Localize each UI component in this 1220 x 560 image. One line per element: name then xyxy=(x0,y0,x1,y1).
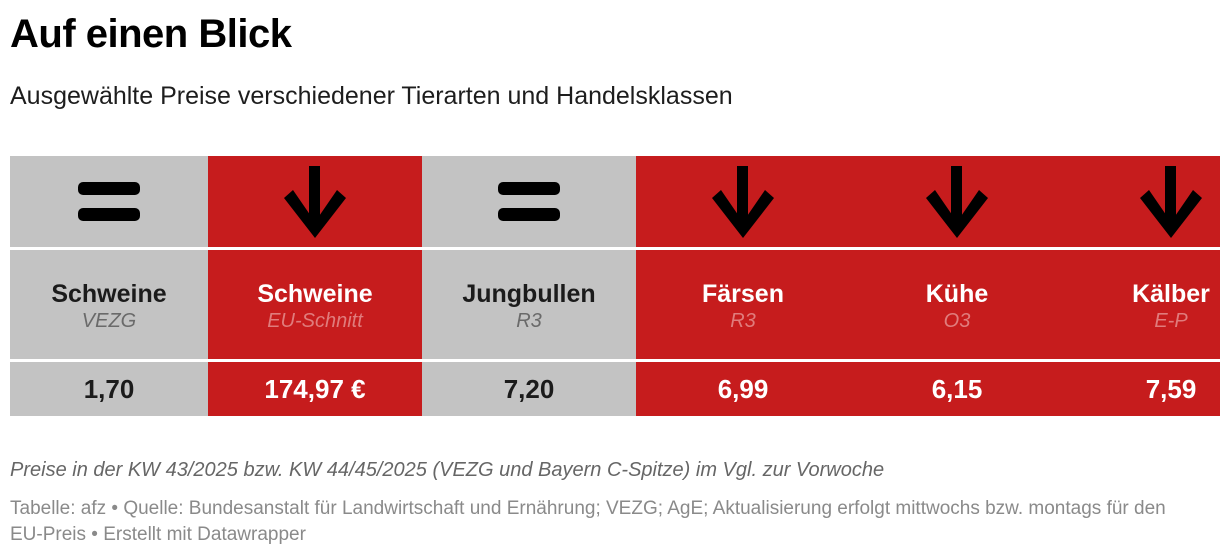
price-cell: 1,70 xyxy=(10,362,208,416)
arrow-down-icon xyxy=(926,165,988,238)
row-divider xyxy=(1064,247,1220,250)
price-value: 6,99 xyxy=(717,373,769,404)
trade-class: O3 xyxy=(943,309,971,332)
table-column-1: Schweine VEZG 1,70 xyxy=(10,156,208,416)
animal-name: Schweine xyxy=(257,279,373,308)
equals-icon xyxy=(78,181,140,222)
trade-class: R3 xyxy=(730,309,756,332)
trade-class: E-P xyxy=(1154,309,1188,332)
row-divider xyxy=(636,359,850,362)
table-source: Tabelle: afz • Quelle: Bundesanstalt für… xyxy=(10,498,1166,545)
table-footnote: Preise in der KW 43/2025 bzw. KW 44/45/2… xyxy=(10,459,885,481)
price-value: 7,59 xyxy=(1145,373,1197,404)
price-value: 7,20 xyxy=(503,373,555,404)
row-divider xyxy=(10,359,208,362)
arrow-down-icon xyxy=(1140,165,1202,238)
row-divider xyxy=(636,247,850,250)
trend-cell xyxy=(10,156,208,247)
row-divider xyxy=(422,359,636,362)
label-cell: Kälber E-P xyxy=(1064,250,1220,359)
row-divider xyxy=(422,247,636,250)
trend-cell xyxy=(1064,156,1220,247)
row-divider xyxy=(10,247,208,250)
label-cell: Schweine EU-Schnitt xyxy=(208,250,422,359)
animal-name: Kühe xyxy=(925,279,989,308)
price-cell: 6,99 xyxy=(636,362,850,416)
trend-cell xyxy=(850,156,1064,247)
label-cell: Jungbullen R3 xyxy=(422,250,636,359)
animal-name: Kälber xyxy=(1132,279,1210,308)
trend-cell xyxy=(422,156,636,247)
animal-name: Färsen xyxy=(702,279,784,308)
price-cell: 6,15 xyxy=(850,362,1064,416)
trend-cell xyxy=(636,156,850,247)
table-column-2: Schweine EU-Schnitt 174,97 € xyxy=(208,156,422,416)
arrow-down-icon xyxy=(284,165,346,238)
equals-icon xyxy=(498,181,560,222)
row-divider xyxy=(208,359,422,362)
price-value: 174,97 € xyxy=(264,373,366,404)
trade-class: R3 xyxy=(516,309,542,332)
table-column-3: Jungbullen R3 7,20 xyxy=(422,156,636,416)
table-column-5: Kühe O3 6,15 xyxy=(850,156,1064,416)
row-divider xyxy=(1064,359,1220,362)
animal-name: Schweine xyxy=(51,279,167,308)
price-cell: 7,20 xyxy=(422,362,636,416)
price-cell: 7,59 xyxy=(1064,362,1220,416)
price-value: 1,70 xyxy=(83,373,135,404)
table-column-6: Kälber E-P 7,59 xyxy=(1064,156,1220,416)
price-value: 6,15 xyxy=(931,373,983,404)
label-cell: Kühe O3 xyxy=(850,250,1064,359)
row-divider xyxy=(208,247,422,250)
arrow-down-icon xyxy=(712,165,774,238)
table-column-4: Färsen R3 6,99 xyxy=(636,156,850,416)
trade-class: VEZG xyxy=(81,309,137,332)
trade-class: EU-Schnitt xyxy=(267,309,363,332)
label-cell: Färsen R3 xyxy=(636,250,850,359)
page-title: Auf einen Blick xyxy=(10,12,292,56)
price-table: Schweine VEZG 1,70 Schweine EU-Schnitt 1… xyxy=(10,156,1220,416)
label-cell: Schweine VEZG xyxy=(10,250,208,359)
row-divider xyxy=(850,247,1064,250)
row-divider xyxy=(850,359,1064,362)
trend-cell xyxy=(208,156,422,247)
animal-name: Jungbullen xyxy=(462,279,596,308)
page-subtitle: Ausgewählte Preise verschiedener Tierart… xyxy=(10,82,733,110)
price-cell: 174,97 € xyxy=(208,362,422,416)
